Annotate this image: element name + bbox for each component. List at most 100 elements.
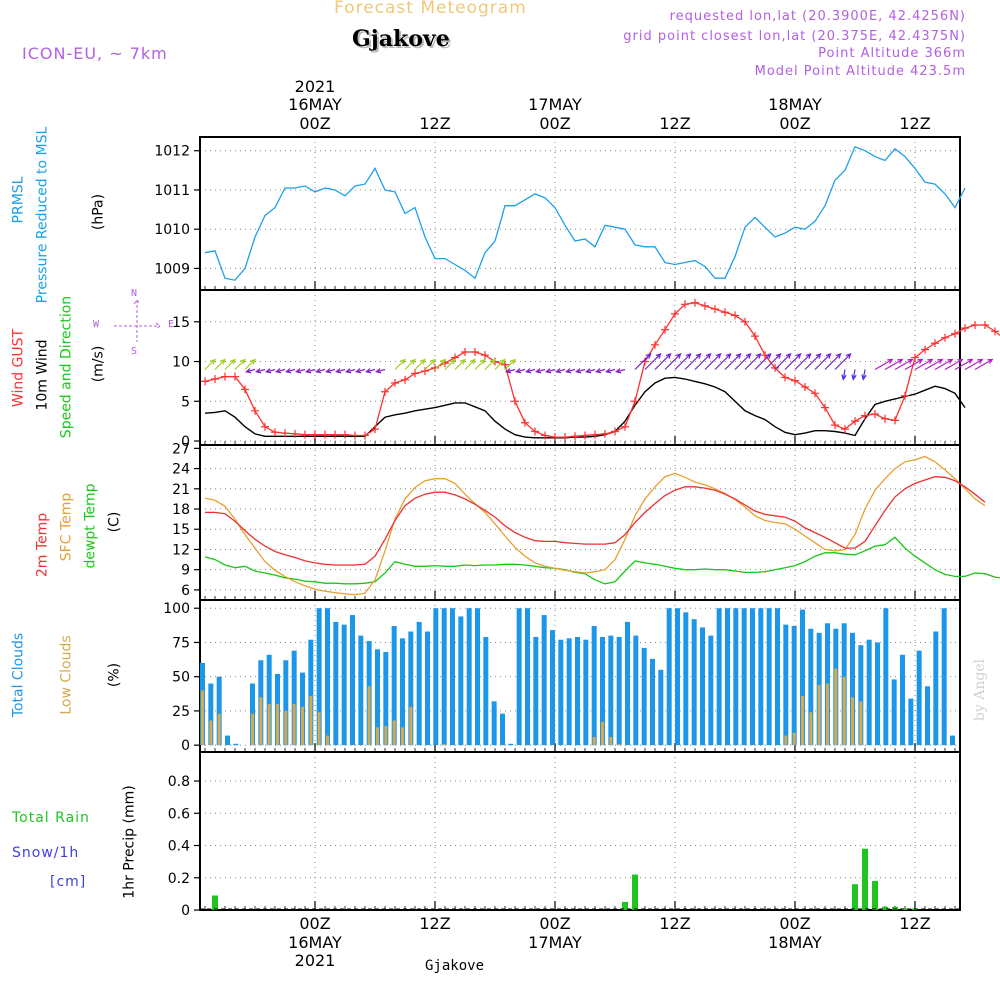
- total-cloud-bar: [750, 608, 755, 746]
- y-tick-label: 1012: [154, 144, 190, 160]
- wind-direction-arrow: [544, 368, 556, 374]
- snow-legend: Snow/1h: [12, 845, 80, 861]
- wind-direction-arrow: [694, 352, 712, 370]
- total-cloud-bar: [683, 612, 689, 746]
- gust-marker: [811, 389, 819, 398]
- total-cloud-bar: [325, 608, 330, 746]
- total-cloud-bar: [433, 608, 439, 746]
- gust-marker: [951, 329, 959, 338]
- y-tick-label: 0: [181, 738, 190, 754]
- low-cloud-bar: [276, 704, 279, 746]
- y-tick-label: 0: [181, 903, 190, 919]
- gust-marker: [851, 417, 859, 426]
- gust-marker: [391, 379, 399, 387]
- total-cloud-bar: [558, 639, 564, 746]
- wind-direction-arrow: [514, 368, 526, 374]
- top-date-label: 16MAY: [288, 95, 342, 114]
- compass-north: N: [131, 288, 138, 299]
- gust-marker: [501, 360, 509, 369]
- wind-direction-arrow: [904, 358, 924, 371]
- wind-direction-arrow: [264, 368, 276, 374]
- gust-marker: [881, 414, 889, 423]
- gust-marker: [291, 429, 299, 438]
- total-cloud-bar: [716, 608, 722, 746]
- top-hour-label: 00Z: [299, 114, 330, 133]
- total-cloud-bar: [358, 635, 364, 746]
- low-cloud-bar: [384, 725, 388, 746]
- total-cloud-bar: [475, 608, 480, 746]
- total-cloud-bar: [491, 701, 497, 746]
- total-cloud-bar: [900, 654, 905, 746]
- total-cloud-bar: [850, 632, 855, 746]
- wind-speed-line: [204, 376, 966, 439]
- total-cloud-bar: [483, 636, 489, 746]
- wind-direction-arrow: [564, 368, 576, 374]
- rain-bar: [872, 880, 878, 910]
- wind-direction-arrow: [704, 352, 722, 370]
- wind-direction-arrow: [534, 368, 546, 374]
- bottom-date-label: 18MAY: [768, 933, 822, 952]
- total-cloud-bar: [533, 636, 539, 746]
- gust-marker: [201, 377, 209, 386]
- total-cloud-bar: [858, 645, 864, 746]
- wind-direction-arrow: [764, 352, 782, 370]
- wind-direction-arrow: [464, 358, 476, 370]
- gust-marker: [591, 430, 599, 439]
- gust-marker: [271, 428, 279, 437]
- wind-direction-arrow: [654, 352, 672, 370]
- watermark: by Angel: [972, 658, 988, 722]
- gust-marker: [661, 325, 669, 334]
- total-cloud-bar: [808, 628, 814, 746]
- low-cloud-bar: [601, 721, 604, 746]
- gust-marker: [321, 430, 329, 439]
- total-cloud-bar: [675, 608, 680, 746]
- gust-marker: [671, 309, 679, 318]
- gust-marker: [751, 332, 759, 341]
- wind-direction-arrow: [834, 352, 852, 370]
- total-cloud-bar: [783, 624, 789, 746]
- wind-direction-arrow: [804, 352, 822, 370]
- total-cloud-bar: [575, 636, 580, 746]
- wind-direction-arrow: [364, 368, 376, 374]
- y-tick-label: 50: [172, 670, 190, 686]
- gust-marker: [221, 372, 229, 381]
- total-cloud-bar: [641, 647, 647, 746]
- wind-direction-arrow: [454, 358, 466, 370]
- compass-west: W: [93, 319, 100, 330]
- low-cloud-bar: [401, 727, 404, 746]
- y-tick-label: 75: [172, 635, 190, 651]
- gust-marker: [991, 327, 999, 336]
- total-cloud-bar: [775, 608, 780, 746]
- y-tick-label: 5: [181, 394, 190, 410]
- requested-coords: requested lon,lat (20.3900E, 42.4256N): [669, 9, 966, 24]
- gust-marker: [831, 421, 839, 430]
- wind-unit-label: (m/s): [90, 345, 107, 383]
- wind-direction-arrow: [474, 358, 486, 370]
- low-cloud-bar: [301, 706, 304, 746]
- compass-rose-icon: [114, 299, 161, 342]
- total-cloud-bar: [666, 608, 672, 746]
- low-cloud-bar: [367, 686, 371, 746]
- gust-marker: [531, 427, 539, 436]
- y-tick-label: 0: [181, 434, 190, 450]
- wind-direction-arrow: [841, 369, 847, 381]
- wind-direction-arrow: [934, 358, 954, 371]
- wind-direction-arrow: [584, 368, 596, 374]
- temp-sfc-label: SFC Temp: [58, 492, 75, 562]
- low-cloud-bar: [251, 713, 254, 746]
- total-cloud-bar: [891, 679, 897, 746]
- total-cloud-bar: [441, 608, 447, 746]
- chart-title: Forecast Meteogram: [334, 0, 527, 18]
- bottom-hour-label: 00Z: [539, 914, 570, 933]
- top-date-label: 17MAY: [528, 95, 582, 114]
- gridpoint-coords: grid point closest lon,lat (20.375E, 42.…: [623, 29, 966, 44]
- total-cloud-bar: [800, 609, 805, 746]
- wind-direction-arrow: [954, 358, 974, 371]
- total-cloud-bar: [916, 650, 922, 746]
- total-cloud-bar: [383, 652, 389, 746]
- wind-direction-arrow: [851, 369, 857, 381]
- total-cloud-bar: [425, 631, 430, 746]
- wind-direction-arrow: [504, 358, 516, 370]
- y-tick-label: 21: [172, 482, 190, 498]
- y-tick-label: 9: [181, 563, 190, 579]
